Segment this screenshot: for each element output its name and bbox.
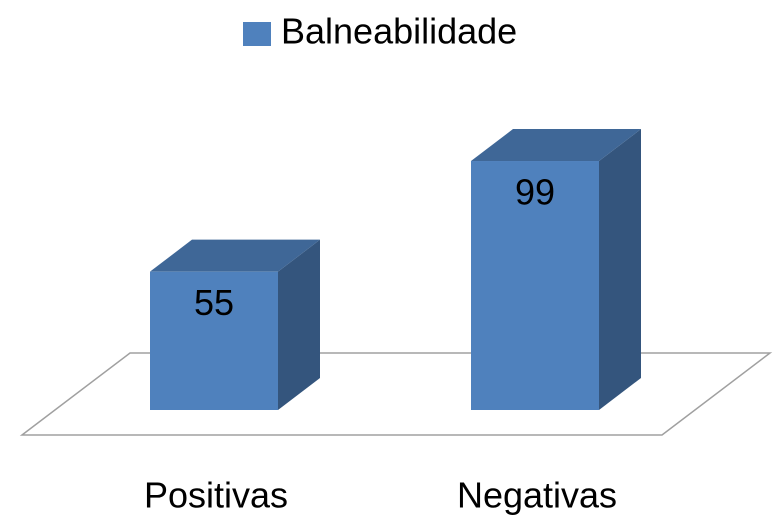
data-label: 99 [515,172,555,213]
bar [150,271,278,410]
legend-swatch [243,22,271,46]
legend-label: Balneabilidade [281,11,517,52]
bar-top [471,129,641,162]
bar-side [599,129,641,410]
bar [471,161,599,410]
x-tick-label: Negativas [457,475,617,516]
x-tick-label: Positivas [144,475,288,516]
bar-side [278,239,320,410]
bar-top [150,239,320,272]
floor [19,352,773,436]
data-label: 55 [194,282,234,323]
